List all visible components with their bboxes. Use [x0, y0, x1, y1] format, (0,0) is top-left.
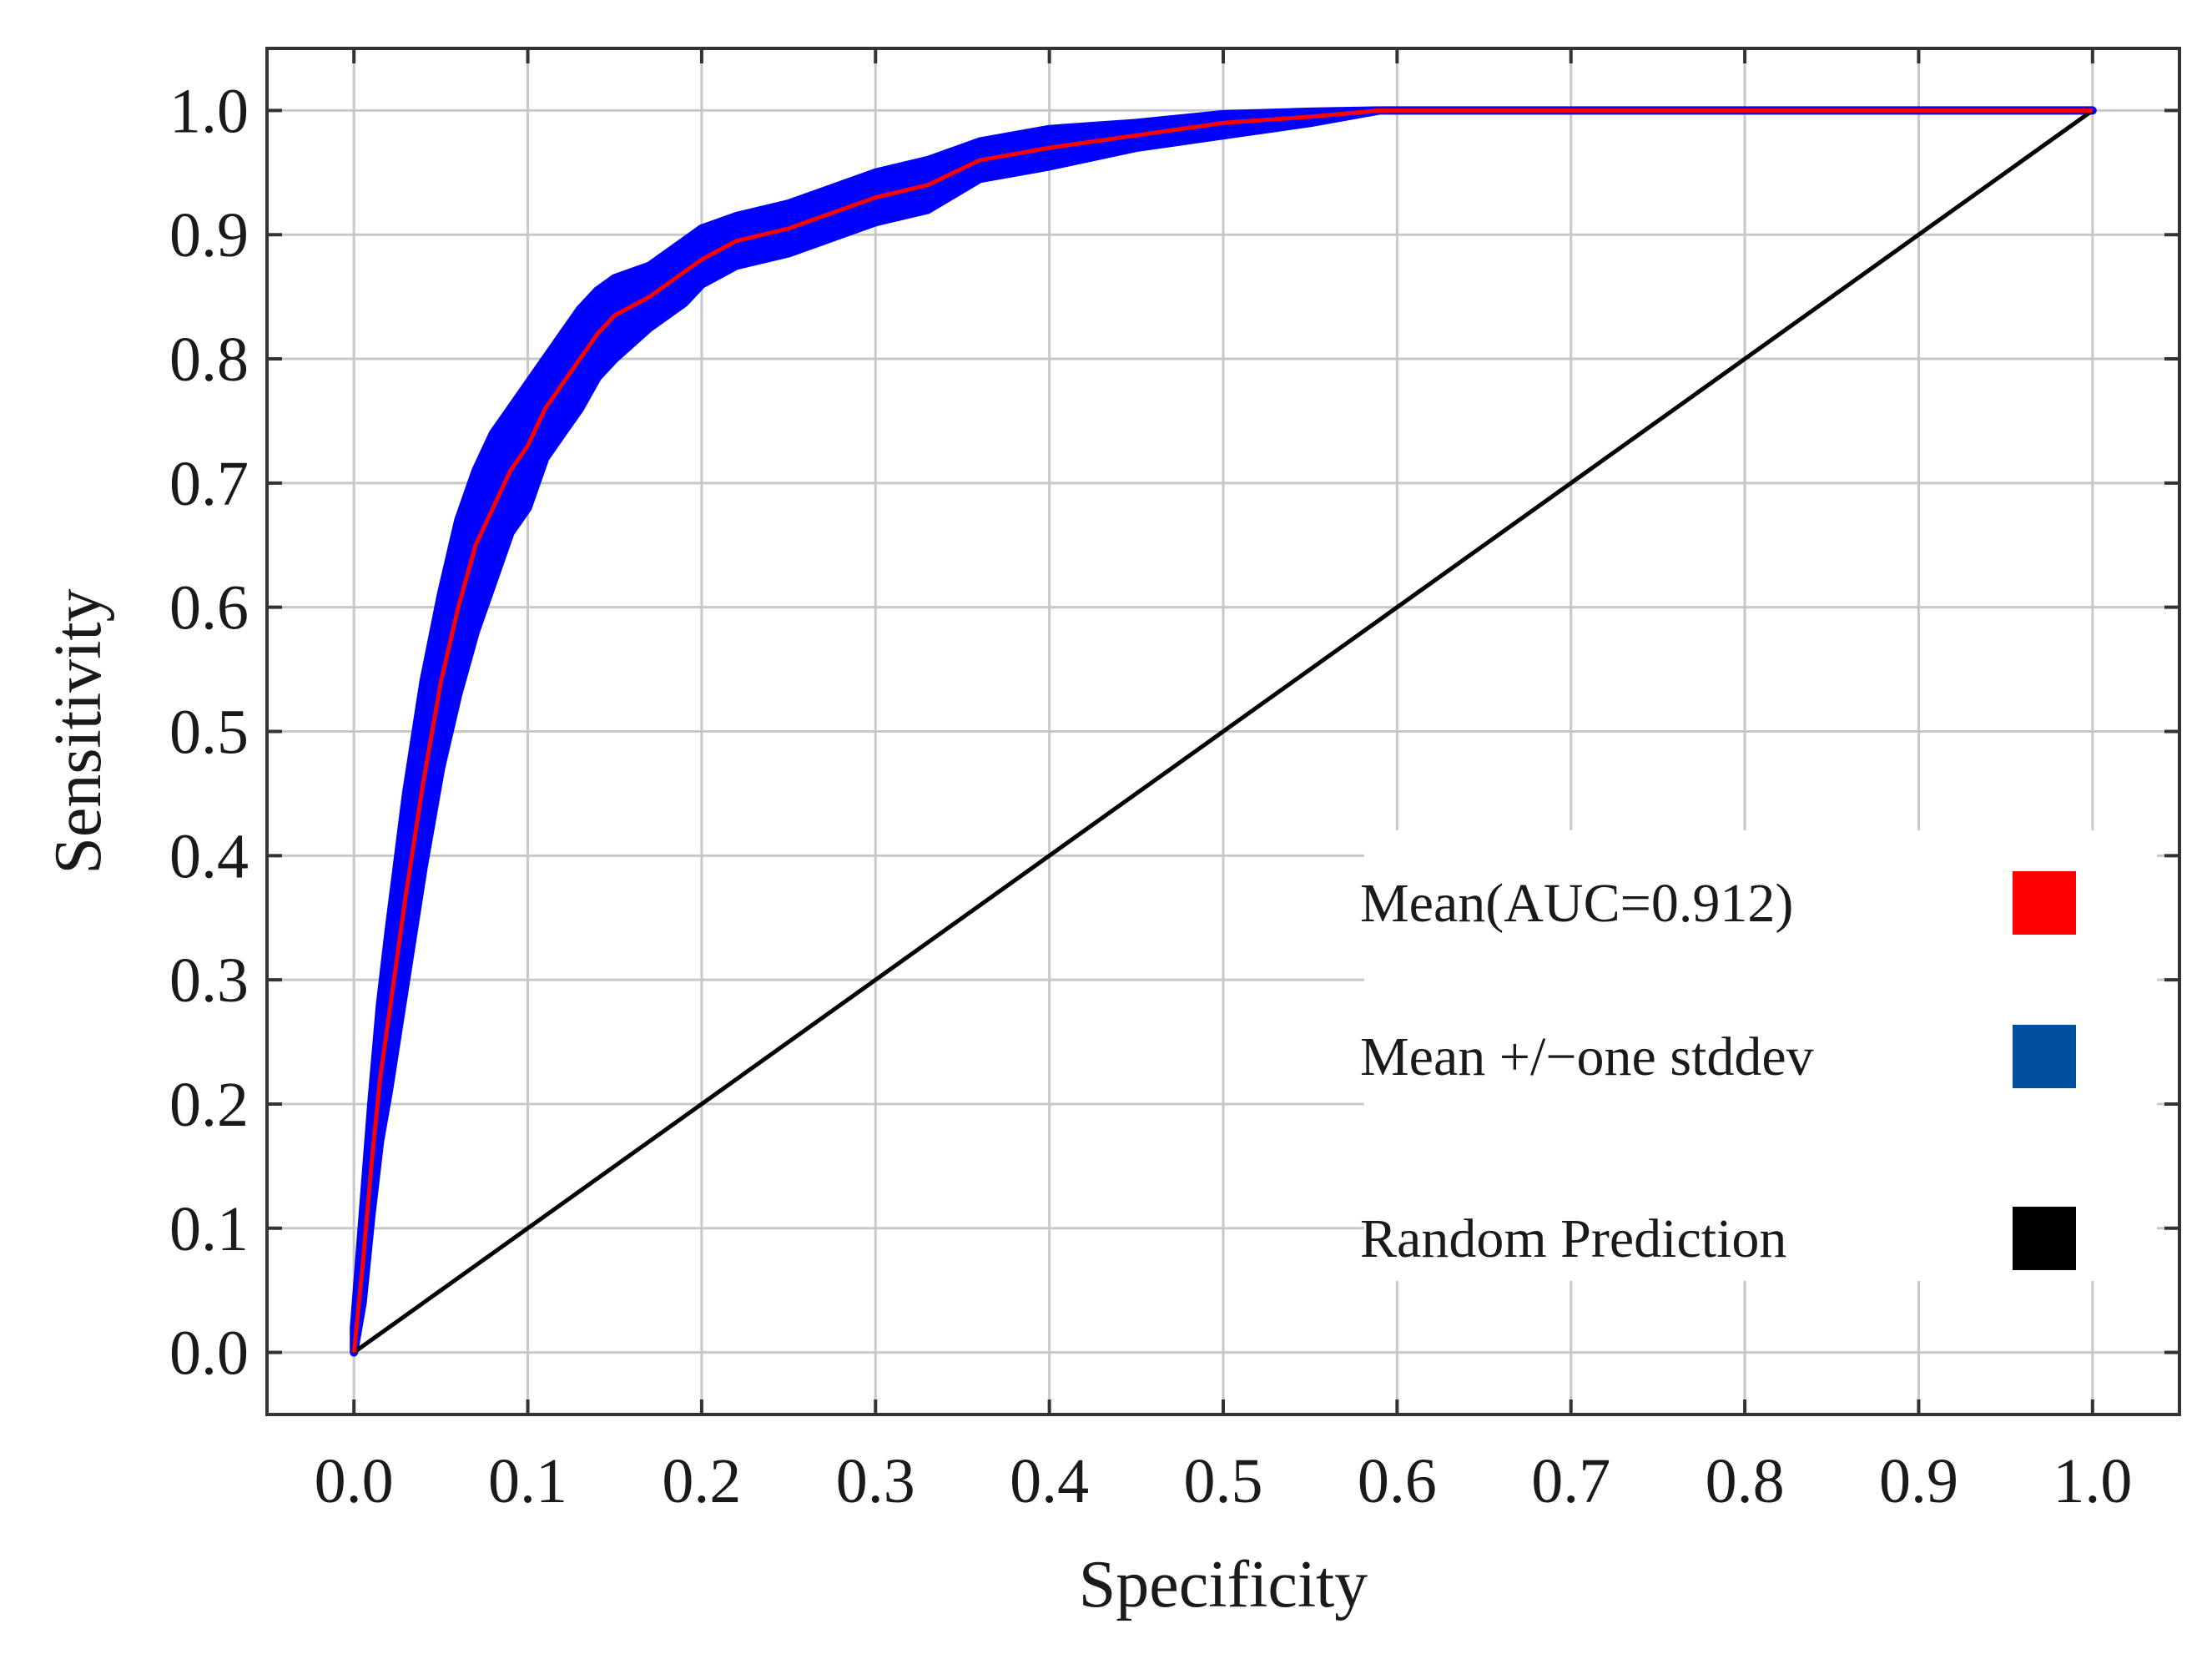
y-tick-label: 0.1 [169, 1194, 249, 1264]
plot-frame [265, 47, 2181, 1416]
y-axis-title: Sensitivity [42, 588, 115, 874]
x-tick-label: 0.7 [1531, 1446, 1610, 1516]
x-tick-label: 1.0 [2053, 1446, 2132, 1516]
x-tick-label: 0.4 [1010, 1446, 1089, 1516]
y-tick-label: 1.0 [169, 76, 249, 146]
x-tick-label: 0.8 [1706, 1446, 1785, 1516]
legend-swatch [2013, 871, 2076, 935]
x-tick-label: 0.2 [662, 1446, 741, 1516]
y-tick-label: 0.8 [169, 325, 249, 395]
axis-ticks: 0.0 0.1 0.2 0.3 0.4 0.5 0.6 0.7 0.8 0.9 1.0 0.0 0.1 0… [169, 48, 2179, 1516]
x-tick-label: 0.1 [488, 1446, 567, 1516]
legend-label: Mean +/−one stddev [1360, 1026, 1814, 1087]
x-tick-label: 0.6 [1358, 1446, 1437, 1516]
plot-area [350, 106, 2097, 1357]
x-axis-title: Specificity [1079, 1548, 1368, 1621]
y-tick-label: 0.2 [169, 1070, 249, 1140]
legend: Mean(AUC=0.912) Mean +/−one stddev Random … [1360, 830, 2157, 1281]
y-tick-label: 0.9 [169, 200, 249, 270]
legend-label: Mean(AUC=0.912) [1360, 873, 1793, 934]
legend-swatch [2013, 1025, 2076, 1088]
x-tick-label: 0.3 [836, 1446, 915, 1516]
y-tick-label: 0.4 [169, 821, 249, 891]
y-tick-label: 0.6 [169, 573, 249, 643]
y-tick-label: 0.3 [169, 946, 249, 1016]
x-tick-label: 0.0 [315, 1446, 394, 1516]
y-tick-label: 0.5 [169, 698, 249, 768]
y-tick-label: 0.7 [169, 449, 249, 519]
mean-curve [351, 108, 2093, 1353]
legend-swatch [2013, 1207, 2076, 1270]
y-tick-label: 0.0 [169, 1319, 249, 1389]
random-prediction-line [352, 108, 2094, 1354]
x-tick-label: 0.9 [1879, 1446, 1958, 1516]
x-tick-label: 0.5 [1184, 1446, 1263, 1516]
legend-label: Random Prediction [1360, 1208, 1786, 1269]
